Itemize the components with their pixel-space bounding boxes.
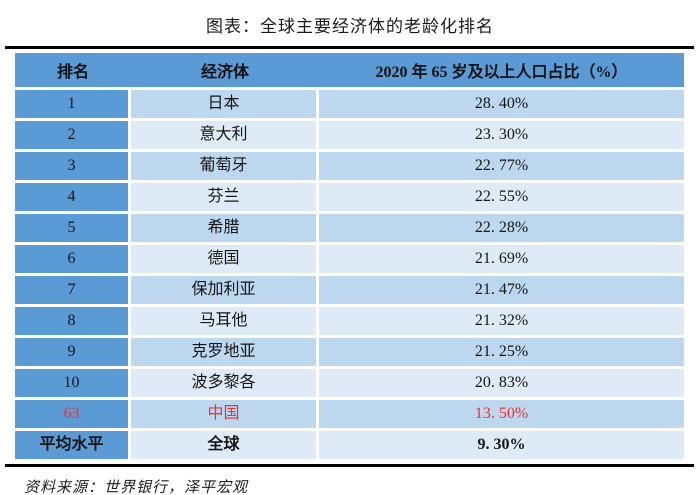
figure-title: 图表：全球主要经济体的老龄化排名 <box>206 17 494 36</box>
economy-cell: 意大利 <box>131 121 316 149</box>
table-row: 5 希腊 22. 28% <box>15 214 684 242</box>
table-row: 10 波多黎各 20. 83% <box>15 369 684 397</box>
economy-cell: 马耳他 <box>131 307 316 335</box>
col-header-share: 2020 年 65 岁及以上人口占比（%） <box>375 64 628 81</box>
aging-ranking-table: 排名 经济体 2020 年 65 岁及以上人口占比（%） 1 日本 28. 40… <box>15 53 684 459</box>
source-note: 资料来源：世界银行，泽平宏观 <box>24 480 249 495</box>
economy-cell: 保加利亚 <box>131 276 316 304</box>
value-cell: 21. 25% <box>319 338 684 366</box>
value-cell: 22. 28% <box>319 214 684 242</box>
table-row: 7 保加利亚 21. 47% <box>15 276 684 304</box>
table-row: 2 意大利 23. 30% <box>15 121 684 149</box>
economy-cell: 克罗地亚 <box>131 338 316 366</box>
value-cell: 13. 50% <box>319 400 684 428</box>
table-row: 9 克罗地亚 21. 25% <box>15 338 684 366</box>
value-cell: 21. 47% <box>319 276 684 304</box>
table-row: 3 葡萄牙 22. 77% <box>15 152 684 180</box>
economy-cell: 希腊 <box>131 214 316 242</box>
table-row: 6 德国 21. 69% <box>15 245 684 273</box>
table-header-row: 排名 经济体 2020 年 65 岁及以上人口占比（%） <box>15 53 684 87</box>
value-cell: 20. 83% <box>319 369 684 397</box>
rank-cell: 平均水平 <box>15 431 128 459</box>
value-cell: 23. 30% <box>319 121 684 149</box>
rank-cell: 2 <box>15 121 128 149</box>
rank-cell: 3 <box>15 152 128 180</box>
bottom-rule <box>5 464 694 467</box>
rank-cell: 1 <box>15 90 128 118</box>
value-cell: 21. 69% <box>319 245 684 273</box>
economy-cell: 全球 <box>131 431 316 459</box>
rank-cell: 7 <box>15 276 128 304</box>
rank-cell: 63 <box>15 400 128 428</box>
rank-cell: 6 <box>15 245 128 273</box>
value-cell: 28. 40% <box>319 90 684 118</box>
table-row: 4 芬兰 22. 55% <box>15 183 684 211</box>
economy-cell: 芬兰 <box>131 183 316 211</box>
economy-cell: 日本 <box>131 90 316 118</box>
table-row-china-highlight: 63 中国 13. 50% <box>15 400 684 428</box>
rank-cell: 8 <box>15 307 128 335</box>
top-rule <box>5 46 694 49</box>
rank-cell: 10 <box>15 369 128 397</box>
col-header-economy: 经济体 <box>200 64 249 81</box>
economy-cell: 德国 <box>131 245 316 273</box>
rank-cell: 9 <box>15 338 128 366</box>
value-cell: 22. 55% <box>319 183 684 211</box>
rank-cell: 5 <box>15 214 128 242</box>
col-header-rank: 排名 <box>56 64 89 81</box>
economy-cell: 中国 <box>131 400 316 428</box>
table-row: 8 马耳他 21. 32% <box>15 307 684 335</box>
economy-cell: 波多黎各 <box>131 369 316 397</box>
table-row: 1 日本 28. 40% <box>15 90 684 118</box>
value-cell: 9. 30% <box>319 431 684 459</box>
value-cell: 22. 77% <box>319 152 684 180</box>
rank-cell: 4 <box>15 183 128 211</box>
economy-cell: 葡萄牙 <box>131 152 316 180</box>
table-row-global-average: 平均水平 全球 9. 30% <box>15 431 684 459</box>
value-cell: 21. 32% <box>319 307 684 335</box>
